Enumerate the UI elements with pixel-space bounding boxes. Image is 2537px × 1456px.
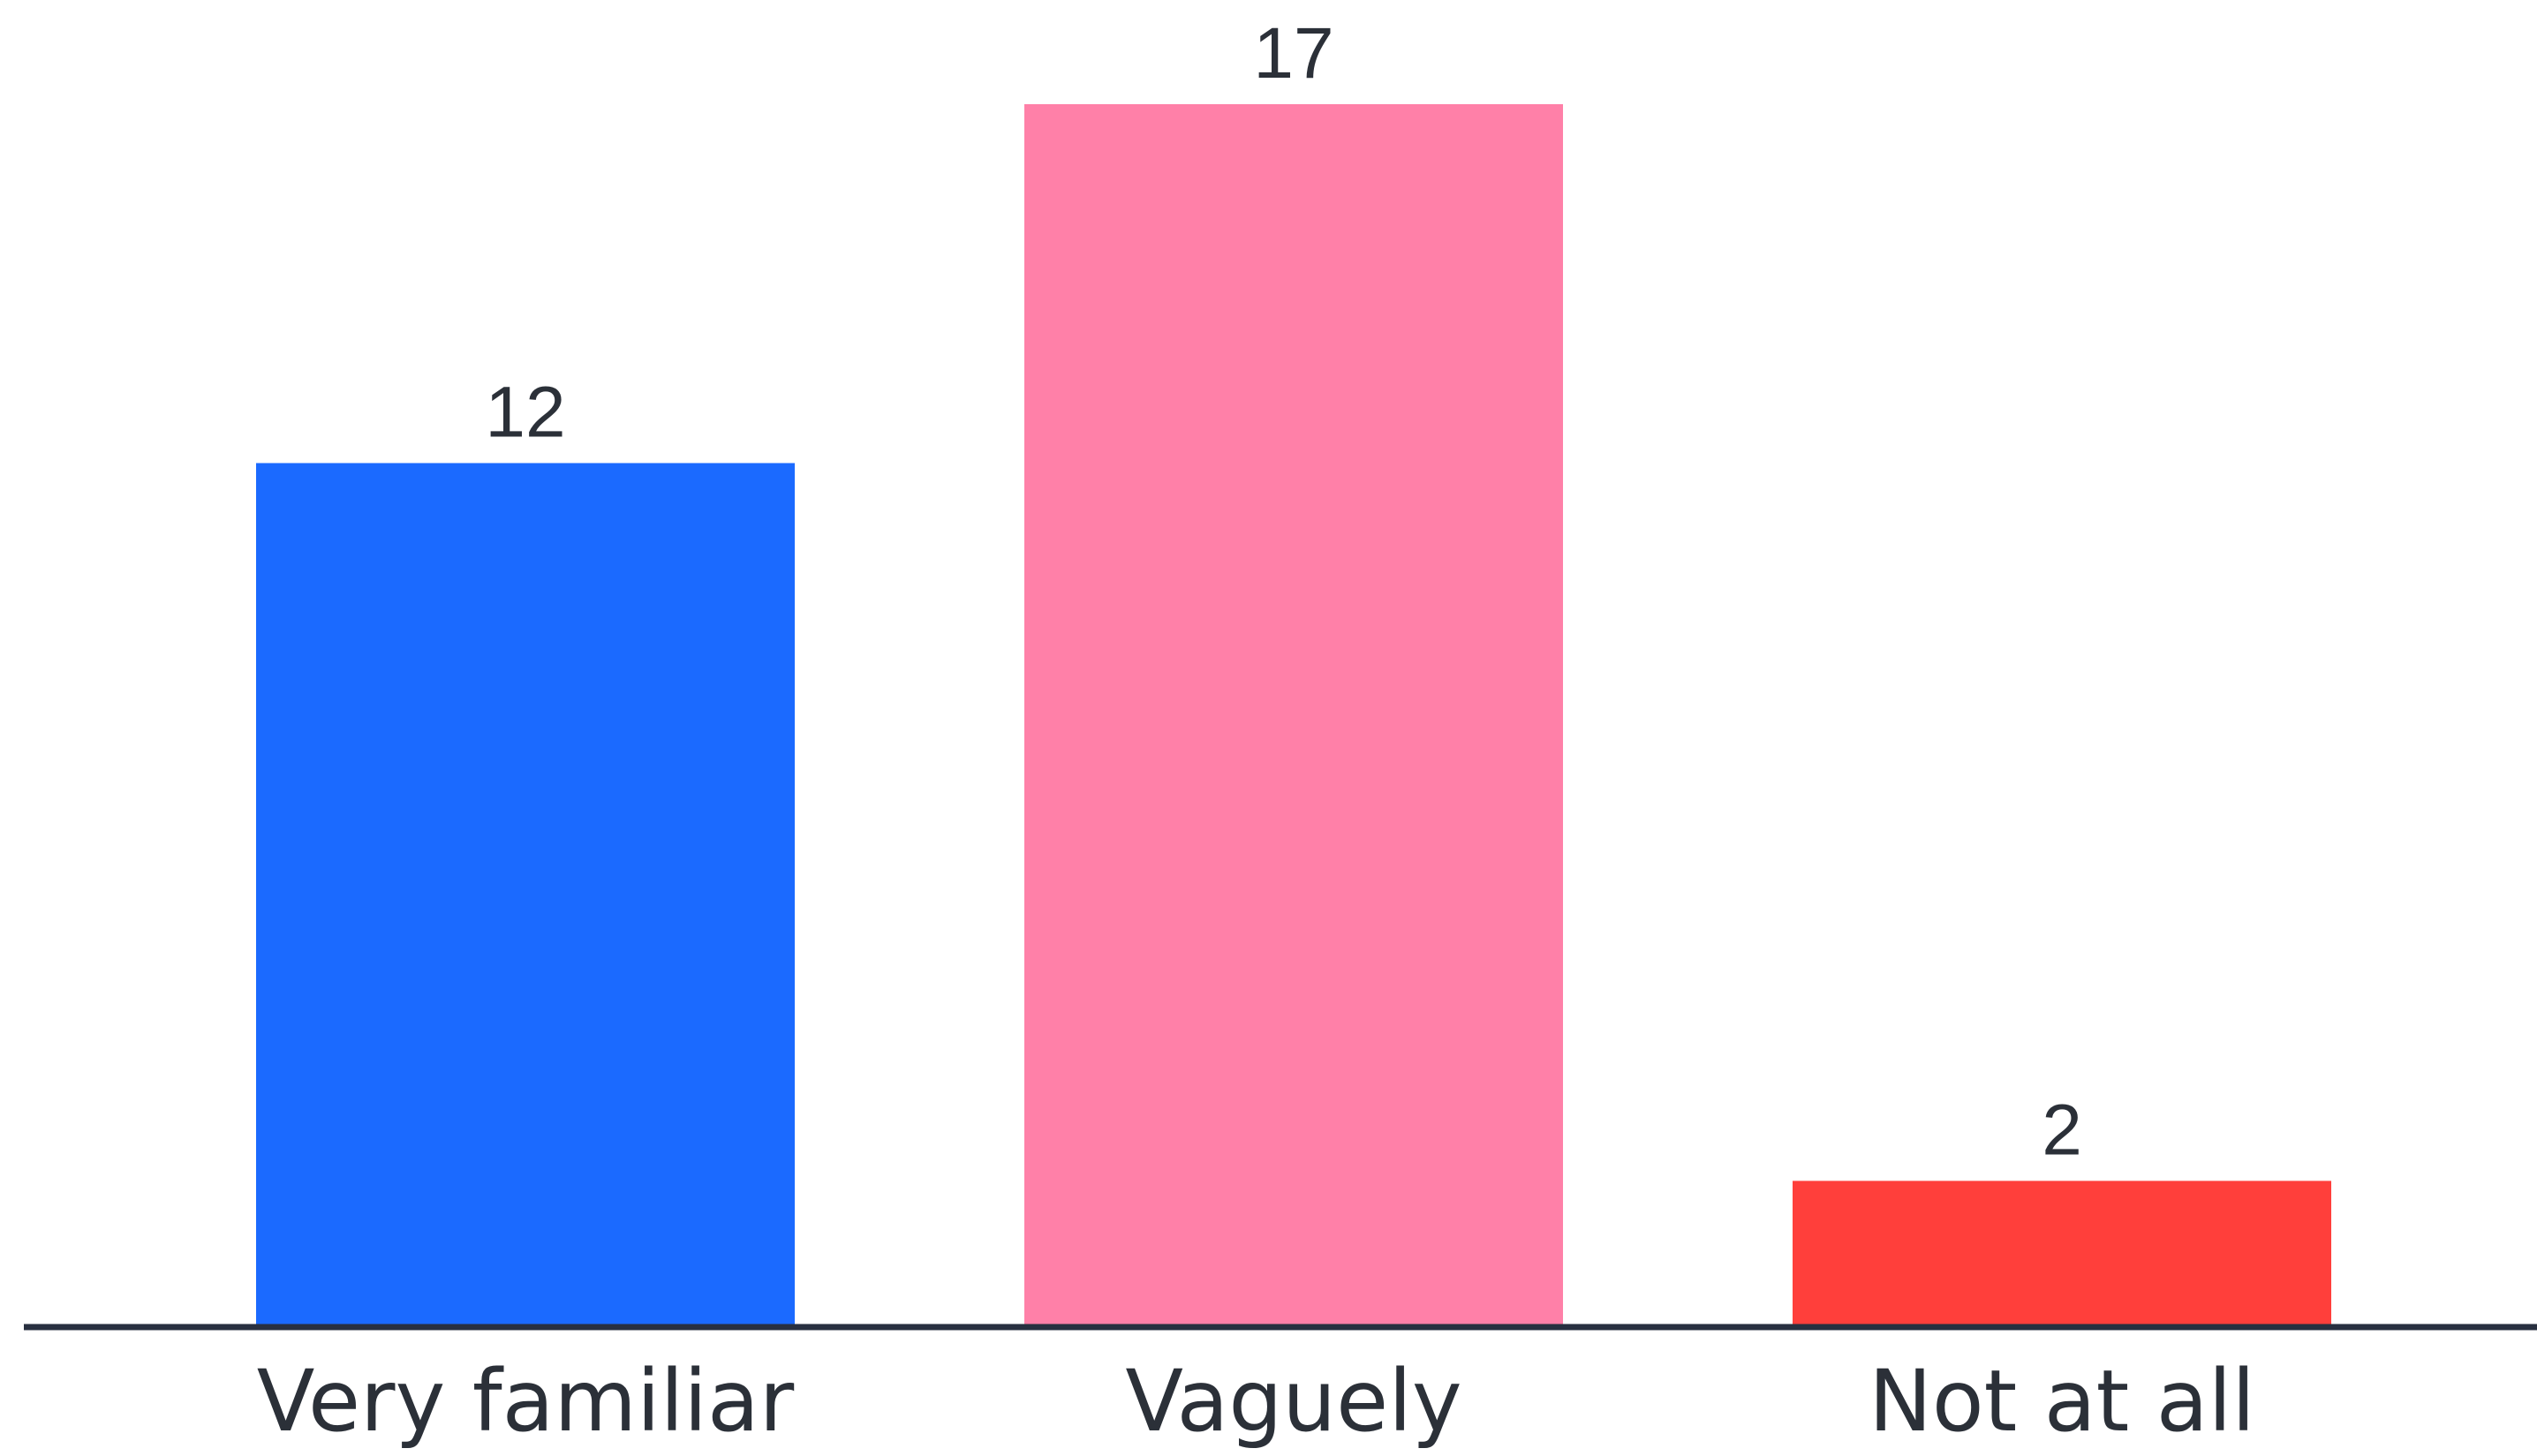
value-label-vaguely: 17 xyxy=(1253,13,1333,94)
category-label-very-familiar: Very familiar xyxy=(257,1352,795,1451)
bar-vaguely xyxy=(1024,104,1563,1324)
category-labels-group: Very familiar Vaguely Not at all xyxy=(257,1352,2255,1451)
value-label-not-at-all: 2 xyxy=(2042,1090,2082,1170)
category-label-not-at-all: Not at all xyxy=(1869,1352,2255,1451)
bars-group xyxy=(256,104,2331,1324)
value-label-very-familiar: 12 xyxy=(485,372,565,452)
value-labels-group: 12 17 2 xyxy=(485,13,2081,1170)
bar-very-familiar xyxy=(256,463,795,1324)
category-label-vaguely: Vaguely xyxy=(1125,1352,1461,1451)
bar-not-at-all xyxy=(1793,1181,2331,1324)
